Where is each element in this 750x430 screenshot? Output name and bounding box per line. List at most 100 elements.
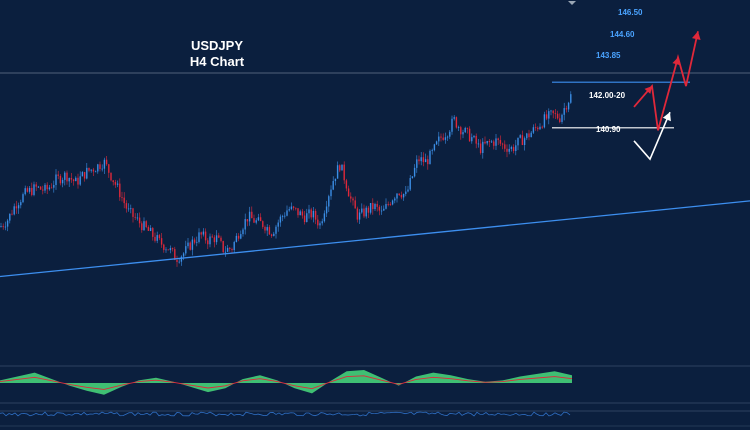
candle-body <box>319 223 321 226</box>
candle-body <box>26 188 29 192</box>
candle-body <box>455 117 458 128</box>
candle-body <box>262 221 264 227</box>
candle-body <box>174 249 176 260</box>
candle-body <box>444 137 447 140</box>
candle-body <box>246 219 249 222</box>
candle-body <box>482 141 484 154</box>
candle-body <box>99 164 101 169</box>
candle-body <box>273 233 275 236</box>
candle-body <box>336 165 339 179</box>
candle-body <box>297 208 299 216</box>
projection-arrow-icon <box>691 31 701 41</box>
candle-body <box>506 148 508 152</box>
candle-body <box>473 135 475 138</box>
candle-body <box>77 177 79 185</box>
candle-body <box>376 204 378 207</box>
candle-body <box>187 242 189 247</box>
candle-body <box>152 228 154 237</box>
candle-body <box>235 235 238 242</box>
candle-body <box>339 165 341 171</box>
bottom-indicator-line <box>0 411 571 417</box>
candle-body <box>286 210 288 216</box>
candle-body <box>6 220 9 227</box>
candle-body <box>141 223 143 231</box>
candle-body <box>299 211 301 216</box>
candle-body <box>301 211 304 216</box>
level-label-143-85: 143.85 <box>596 51 621 60</box>
candle-body <box>413 167 416 177</box>
candle-body <box>383 208 385 211</box>
candle-body <box>178 261 180 263</box>
candle-body <box>53 184 55 188</box>
candle-body <box>325 206 328 214</box>
candle-body <box>97 164 99 172</box>
candle-body <box>110 172 112 181</box>
candle-body <box>512 147 515 151</box>
candle-body <box>35 184 37 187</box>
candle-body <box>453 117 455 119</box>
candle-body <box>81 172 84 177</box>
candle-body <box>50 187 53 189</box>
candle-body <box>169 248 172 251</box>
candle-body <box>442 137 444 140</box>
candle-body <box>279 216 282 223</box>
candle-body <box>130 208 132 210</box>
candle-body <box>180 256 183 262</box>
candle-body <box>534 127 537 129</box>
pullback-projection-path <box>633 111 671 161</box>
candle-body <box>90 169 92 171</box>
candle-body <box>484 141 486 144</box>
candle-body <box>240 234 242 239</box>
candle-body <box>193 239 196 243</box>
candle-body <box>268 227 271 235</box>
candle-body <box>112 180 114 183</box>
candle-body <box>306 213 308 222</box>
candle-body <box>488 141 491 143</box>
candle-body <box>189 242 191 250</box>
candle-body <box>209 236 211 245</box>
candle-body <box>545 114 548 119</box>
candle-body <box>11 213 13 215</box>
candle-body <box>231 248 233 251</box>
candle-body <box>407 189 409 192</box>
candle-body <box>508 148 510 152</box>
candle-body <box>191 239 194 250</box>
candle-body <box>70 177 73 180</box>
candle-body <box>233 241 235 251</box>
candle-body <box>72 179 75 182</box>
candle-body <box>321 221 323 224</box>
candle-body <box>15 206 18 209</box>
projection-arrow-icon <box>672 57 680 66</box>
candle-body <box>134 216 136 218</box>
candle-body <box>255 220 257 223</box>
candle-body <box>79 176 81 185</box>
projection-arrow-icon <box>644 86 652 94</box>
projection-arrow-icon <box>662 112 671 122</box>
candle-body <box>202 231 205 235</box>
candle-body <box>510 147 513 149</box>
candle-body <box>530 132 532 138</box>
candle-body <box>394 198 396 201</box>
candle-body <box>103 159 106 169</box>
candle-body <box>198 232 200 242</box>
candle-body <box>31 187 33 195</box>
candle-body <box>55 174 57 185</box>
candle-body <box>398 193 400 196</box>
candle-body <box>378 206 381 211</box>
candle-body <box>24 188 26 195</box>
candle-body <box>411 176 414 179</box>
candle-body <box>0 226 2 227</box>
candle-body <box>363 208 365 217</box>
candle-body <box>33 184 35 195</box>
candle-body <box>39 186 42 190</box>
candle-body <box>46 184 48 190</box>
candle-body <box>68 177 70 182</box>
candle-body <box>13 206 15 215</box>
level-label-142-00-20: 142.00-20 <box>589 91 626 100</box>
candle-body <box>125 203 128 209</box>
candle-body <box>358 212 361 220</box>
candle-body <box>323 213 326 222</box>
candle-body <box>218 235 220 238</box>
oscillator-histogram <box>0 370 572 395</box>
candle-body <box>44 184 46 191</box>
